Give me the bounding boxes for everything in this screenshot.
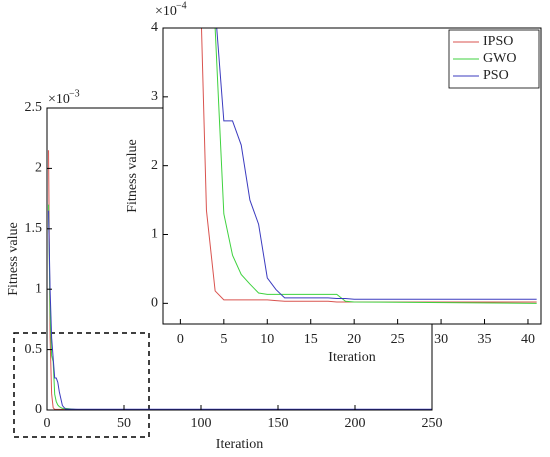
x-tick-label: 35: [478, 332, 492, 347]
legend-label: PSO: [483, 68, 509, 83]
y-tick-label: 1: [35, 281, 42, 296]
y-tick-label: 0.5: [25, 342, 43, 357]
y-scale-base: ×10: [155, 4, 177, 19]
y-axis-label: Fitness value: [125, 139, 140, 213]
y-scale-base: ×10: [48, 92, 70, 107]
y-tick-label: 2: [35, 161, 42, 176]
x-tick-label: 250: [422, 416, 443, 431]
y-tick-label: 4: [151, 20, 158, 35]
legend-label: GWO: [483, 51, 516, 66]
series-line: [200, 28, 537, 303]
x-tick-label: 0: [177, 332, 184, 347]
x-tick-label: 150: [268, 416, 289, 431]
y-scale-exponent: −4: [176, 0, 187, 11]
x-tick-label: 50: [117, 416, 131, 431]
series-line: [214, 28, 537, 304]
x-tick-label: 20: [347, 332, 361, 347]
legend-label: IPSO: [483, 34, 513, 49]
x-tick-label: 100: [191, 416, 212, 431]
y-tick-label: 2.5: [25, 100, 43, 115]
x-tick-label: 200: [345, 416, 366, 431]
x-axis-label: Iteration: [328, 350, 375, 365]
series-line: [216, 28, 537, 300]
series-line: [48, 210, 432, 410]
y-tick-label: 1: [151, 227, 158, 242]
x-axis-label: Iteration: [216, 437, 263, 452]
y-tick-label: 0: [35, 402, 42, 417]
x-tick-label: 0: [44, 416, 51, 431]
y-tick-label: 1.5: [25, 221, 43, 236]
x-tick-label: 30: [434, 332, 448, 347]
x-tick-label: 40: [521, 332, 535, 347]
x-tick-label: 10: [260, 332, 274, 347]
axes-box: [162, 27, 542, 325]
x-tick-label: 15: [304, 332, 318, 347]
y-tick-label: 0: [151, 296, 158, 311]
zoom-region: [13, 332, 150, 438]
x-tick-label: 25: [391, 332, 405, 347]
y-scale-exponent: −3: [69, 88, 80, 99]
y-axis-label: Fitness value: [6, 222, 21, 296]
y-tick-label: 2: [151, 158, 158, 173]
x-tick-label: 5: [220, 332, 227, 347]
y-tick-label: 3: [151, 89, 158, 104]
